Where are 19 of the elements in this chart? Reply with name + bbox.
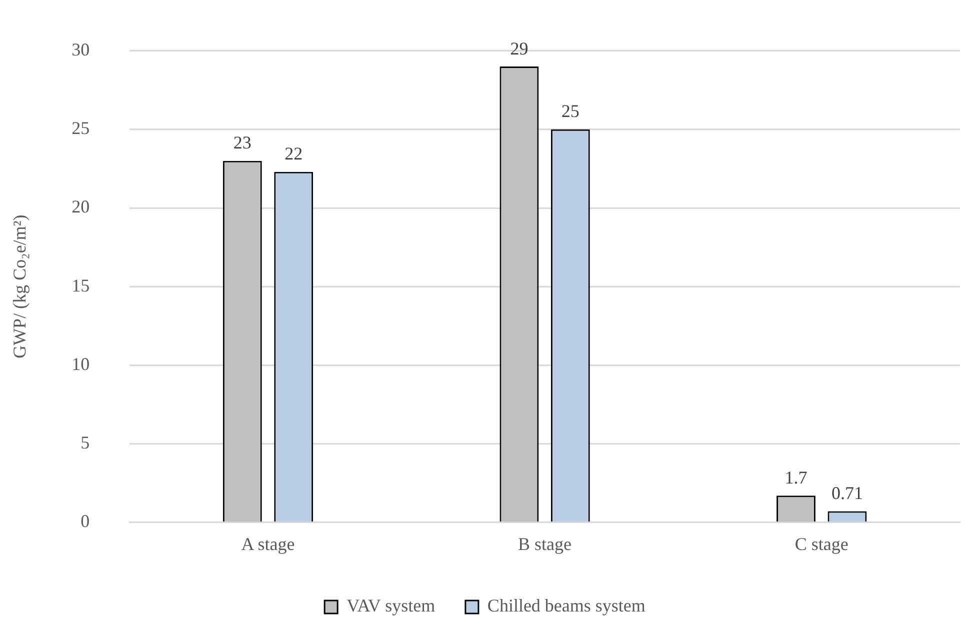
x-tick-label: B stage (518, 534, 572, 554)
x-tick-label: A stage (241, 534, 295, 554)
data-label: 0.71 (831, 482, 863, 503)
y-tick-label: 5 (80, 432, 90, 453)
data-label: 1.7 (784, 467, 808, 488)
data-label: 22 (284, 144, 303, 164)
legend-label: VAV system (346, 596, 436, 616)
y-tick-label: 20 (72, 196, 90, 217)
legend-label: Chilled beams system (487, 596, 646, 616)
y-tick-label: 30 (72, 40, 90, 60)
y-tick-label: 25 (72, 118, 90, 138)
y-axis-title: GWP/ (kg Co₂e/m²) (10, 214, 30, 358)
data-label: 29 (510, 38, 528, 58)
y-tick-label: 15 (72, 275, 90, 296)
y-tick-label: 10 (72, 354, 90, 374)
data-label: 23 (233, 132, 252, 153)
data-label: 25 (561, 101, 580, 122)
y-tick-label: 0 (80, 511, 90, 532)
x-tick-label: C stage (794, 534, 848, 554)
